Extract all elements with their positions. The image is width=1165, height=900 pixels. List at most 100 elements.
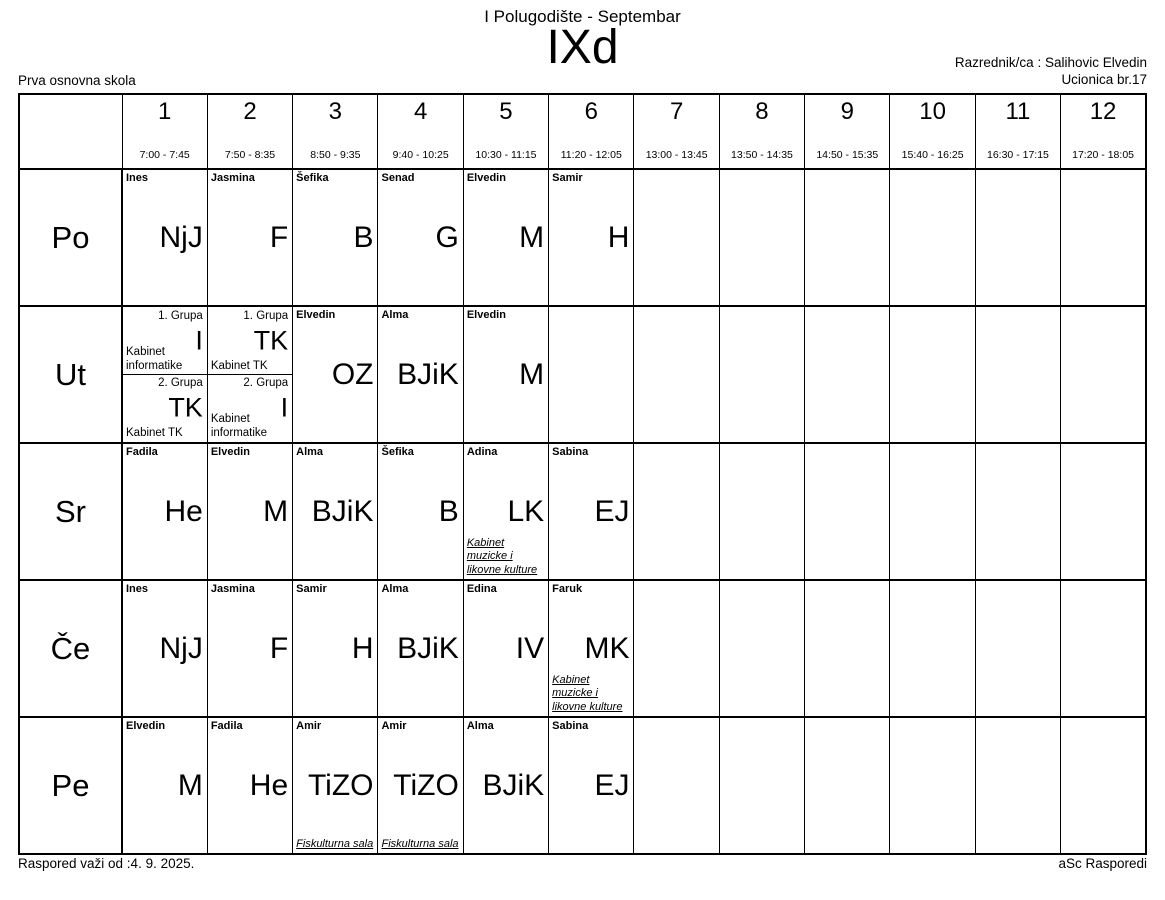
subject-abbr: OZ — [331, 357, 374, 391]
teacher-name: Faruk — [552, 583, 583, 595]
empty-cell — [633, 579, 720, 718]
room-label: Kabinet informatike — [210, 413, 268, 439]
period-time: 13:50 - 14:35 — [731, 149, 793, 161]
period-header: 11 16:30 - 17:15 — [974, 93, 1062, 170]
day-label: Če — [18, 579, 123, 718]
subject-abbr: TK — [168, 392, 203, 423]
period-time: 9:40 - 10:25 — [392, 149, 449, 161]
period-header: 3 8:50 - 9:35 — [292, 93, 379, 170]
lesson-cell: Alma BJiK — [462, 716, 550, 855]
period-time: 16:30 - 17:15 — [987, 149, 1049, 161]
period-header-row: 1 7:00 - 7:45 2 7:50 - 8:35 3 8:50 - 9:35 4 9:4… — [18, 93, 1147, 170]
subject-abbr: B — [353, 220, 374, 254]
empty-cell — [633, 305, 720, 444]
subject-abbr: M — [519, 220, 545, 254]
lesson-cell: Ines NjJ — [121, 168, 208, 307]
subject-abbr: IV — [515, 631, 545, 665]
lesson-cell: Ines NjJ — [121, 579, 208, 718]
period-number: 8 — [755, 98, 769, 125]
lesson-cell: Fadila He — [206, 716, 294, 855]
class-name-title: IXd — [546, 21, 619, 74]
teacher-name: Elvedin — [126, 720, 166, 732]
day-row: Pe Elvedin M Fadila He Amir TiZO Fiskulturna sa… — [18, 716, 1147, 855]
teacher-name: Edina — [466, 583, 497, 595]
teacher-name: Šefika — [381, 446, 414, 458]
period-head: 11 16:30 - 17:15 — [976, 96, 1060, 167]
period-head: 6 11:20 - 12:05 — [549, 96, 633, 167]
empty-cell — [974, 305, 1062, 444]
period-header: 4 9:40 - 10:25 — [377, 93, 464, 170]
lesson-cell: Samir H — [292, 579, 379, 718]
teacher-name: Adina — [466, 446, 498, 458]
empty-cell — [974, 716, 1062, 855]
classroom-label: Ucionica br.17 — [1061, 71, 1147, 87]
subject-abbr: BJiK — [397, 357, 459, 391]
lesson-cell: Elvedin M — [206, 442, 294, 581]
empty-cell — [718, 442, 806, 581]
period-number: 1 — [157, 98, 172, 125]
lesson-cell: Faruk MK Kabinet muzicke i likovne kulture — [548, 579, 635, 718]
subject-abbr: M — [177, 768, 203, 802]
period-time: 14:50 - 15:35 — [816, 149, 879, 161]
day-row: Po Ines NjJ Jasmina F Šefika B Senad G Elvedin M Sa… — [18, 168, 1147, 307]
group-label: 1. Grupa — [243, 310, 289, 322]
lesson-cell: Elvedin M — [462, 168, 550, 307]
period-head: 5 10:30 - 11:15 — [464, 96, 548, 167]
room-label: Kabinet muzicke i likovne kulture — [552, 673, 623, 713]
empty-cell — [974, 579, 1062, 718]
day-label: Ut — [18, 305, 123, 444]
subject-abbr: I — [195, 325, 203, 356]
lesson-cell: Adina LK Kabinet muzicke i likovne kulture — [462, 442, 550, 581]
period-number: 2 — [243, 98, 257, 125]
subject-abbr: LK — [507, 494, 545, 528]
period-time: 13:00 - 13:45 — [645, 149, 708, 161]
teacher-name: Samir — [552, 172, 583, 184]
group-label: 2. Grupa — [243, 377, 289, 389]
teacher-name: Šefika — [296, 172, 329, 184]
lesson-cell: Šefika B — [377, 442, 464, 581]
empty-cell — [633, 442, 720, 581]
room-label: Kabinet informatike — [126, 346, 183, 372]
room-label: Kabinet muzicke i likovne kulture — [466, 536, 538, 576]
homeroom-teacher-label: Razrednik/ca : Salihovic Elvedin — [954, 55, 1147, 70]
day-row: Ut 1. Grupa I Kabinet informatike 2. Grupa TK… — [18, 305, 1147, 444]
empty-cell — [718, 579, 806, 718]
period-number: 11 — [1005, 98, 1031, 125]
period-time: 7:00 - 7:45 — [139, 149, 190, 161]
period-number: 10 — [919, 98, 946, 125]
empty-cell — [889, 579, 976, 718]
subject-abbr: BJiK — [482, 768, 545, 802]
teacher-name: Elvedin — [296, 309, 336, 321]
period-number: 6 — [584, 98, 598, 125]
empty-cell — [804, 579, 891, 718]
subject-abbr: BJiK — [311, 494, 374, 528]
day-row: Sr Fadila He Elvedin M Alma BJiK Šefika B Adina LK… — [18, 442, 1147, 581]
empty-cell — [1060, 168, 1147, 307]
period-head: 3 8:50 - 9:35 — [293, 96, 377, 167]
subject-abbr: I — [280, 392, 289, 423]
teacher-name: Jasmina — [210, 172, 255, 184]
period-header: 10 15:40 - 16:25 — [889, 93, 976, 170]
period-head: 7 13:00 - 13:45 — [634, 96, 718, 167]
group-half: 1. Grupa TK Kabinet TK — [208, 308, 292, 374]
period-head: 2 7:50 - 8:35 — [208, 96, 292, 167]
subject-abbr: BJiK — [397, 631, 459, 665]
period-header: 6 11:20 - 12:05 — [548, 93, 635, 170]
teacher-name: Fadila — [126, 446, 158, 458]
teacher-name: Amir — [296, 720, 322, 732]
empty-cell — [1060, 305, 1147, 444]
teacher-name: Alma — [466, 720, 494, 732]
teacher-name: Alma — [381, 583, 409, 595]
subject-abbr: He — [249, 768, 289, 802]
lesson-cell: Sabina EJ — [548, 716, 635, 855]
subject-abbr: G — [435, 220, 459, 254]
period-head: 12 17:20 - 18:05 — [1061, 96, 1145, 167]
lesson-cell: Alma BJiK — [377, 579, 464, 718]
corner-cell — [18, 93, 123, 170]
lesson-cell: Jasmina F — [206, 579, 294, 718]
valid-from-note: Raspored važi od :4. 9. 2025. — [18, 856, 195, 871]
group-label: 2. Grupa — [158, 377, 203, 389]
teacher-name: Alma — [296, 446, 324, 458]
room-label: Kabinet TK — [210, 360, 268, 372]
lesson-cell: Alma BJiK — [377, 305, 464, 444]
